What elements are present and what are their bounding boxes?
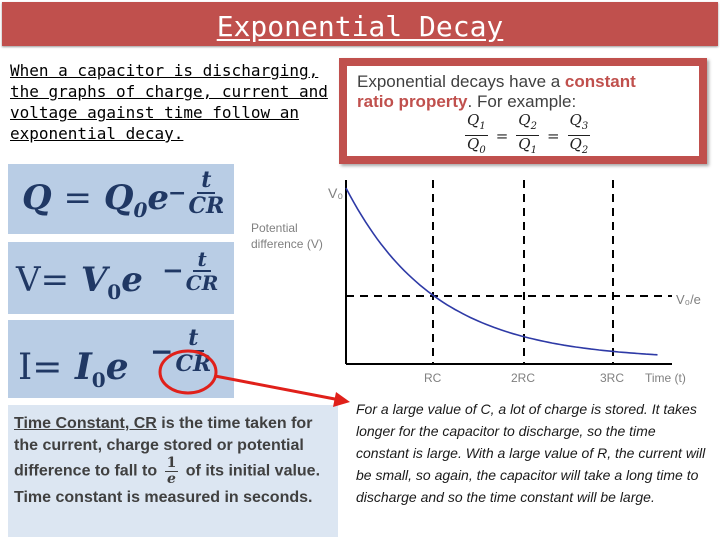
eq-base: e	[121, 260, 143, 300]
eq-coef: V	[80, 260, 108, 300]
eq-equals: =	[32, 347, 63, 388]
ratio-property-text: Exponential decays have a constant ratio…	[357, 72, 636, 112]
eq-equals: =	[40, 260, 70, 300]
time-constant-box: Time Constant, CR is the time taken for …	[8, 405, 338, 537]
exp-num: t	[182, 326, 205, 352]
frac-num: Q	[569, 111, 582, 129]
voltage-equation-box: V= V0e − t CR	[8, 242, 234, 314]
exp-den: CR	[175, 351, 212, 377]
ratio-highlight-constant: constant	[564, 72, 636, 91]
voltage-equation: V= V0e	[16, 260, 143, 304]
current-exponent: − t CR	[150, 326, 211, 376]
fraction-q2-q1: Q2 Q1	[516, 112, 539, 159]
ratio-property-box: Exponential decays have a constant ratio…	[339, 58, 707, 164]
eq-lhs: Q	[22, 178, 52, 218]
x-tick-2rc: 2RC	[511, 371, 535, 385]
ylabel-line2: difference (V)	[251, 237, 323, 251]
graph-axes	[345, 180, 672, 365]
current-equation-box: I= I0e − t CR	[8, 320, 234, 398]
decay-curve	[345, 187, 658, 356]
frac-den: Q	[518, 135, 531, 153]
frac-num: Q	[467, 111, 480, 129]
frac-num-sub: 1	[479, 121, 486, 132]
eq-equals: =	[63, 178, 92, 218]
exp-minus: −	[162, 256, 184, 286]
time-constant-text1: is the time taken for the current, charg…	[14, 415, 313, 480]
fraction-q1-q0: Q1 Q0	[465, 112, 488, 159]
x-tick-3rc: 3RC	[600, 371, 624, 385]
frac-den-sub: 2	[581, 145, 589, 156]
eq-base: e	[147, 178, 169, 218]
eq-lhs: I	[18, 347, 33, 388]
voltage-exponent: − t CR	[162, 248, 218, 294]
exp-den: CR	[188, 193, 225, 219]
frac-num-sub: 2	[530, 121, 537, 132]
exp-num: t	[193, 248, 211, 272]
charge-equation: Q = Q0e	[22, 178, 169, 222]
frac-den: e	[166, 471, 176, 487]
eq-sub: 0	[107, 279, 122, 304]
exp-minus: −	[150, 334, 174, 368]
frac-den: Q	[569, 135, 582, 153]
graph-gridlines	[346, 180, 672, 364]
eq-coef: Q	[103, 178, 134, 218]
slide-title: Exponential Decay	[216, 10, 504, 43]
charge-equation-box: Q = Q0e − t CR	[8, 164, 234, 234]
y-level-label: V₀/e	[676, 292, 701, 307]
eq-coef: I	[74, 346, 92, 388]
ratio-fractions: Q1 Q0 = Q2 Q1 = Q3 Q2	[465, 111, 591, 159]
x-tick-rc: RC	[424, 371, 442, 385]
equals-sign: =	[546, 126, 560, 145]
time-constant-term: Time Constant, CR	[14, 415, 157, 432]
xlabel: Time (t)	[645, 371, 686, 385]
frac-num: 1	[164, 455, 179, 472]
ratio-highlight-property: ratio property	[357, 92, 468, 111]
ratio-property-panel: Exponential decays have a constant ratio…	[347, 66, 699, 156]
exp-minus: −	[168, 180, 187, 206]
time-constant-text: Time Constant, CR is the time taken for …	[14, 413, 334, 509]
y-start-label: V₀	[328, 185, 343, 201]
ratio-line2-post: . For example:	[467, 92, 577, 111]
frac-num: Q	[518, 111, 531, 129]
frac-den: Q	[467, 135, 480, 153]
eq-lhs: V	[16, 260, 41, 300]
eq-sub: 0	[133, 197, 148, 222]
frac-den-sub: 0	[479, 145, 486, 156]
exp-den: CR	[185, 271, 219, 295]
exp-num: t	[197, 168, 216, 194]
current-equation: I= I0e	[18, 346, 129, 392]
time-constant-text2: of its initial value. Time constant is m…	[14, 462, 321, 506]
charge-exponent: − t CR	[168, 168, 224, 218]
eq-sub: 0	[91, 368, 106, 393]
frac-num-sub: 3	[581, 121, 589, 132]
title-bar: Exponential Decay	[2, 2, 718, 46]
frac-den-sub: 1	[530, 145, 537, 156]
explanation-paragraph: For a large value of C, a lot of charge …	[356, 401, 706, 505]
intro-text: When a capacitor is discharging, the gra…	[10, 61, 328, 143]
eq-base: e	[105, 346, 129, 388]
ratio-line1-pre: Exponential decays have a	[357, 72, 565, 91]
fraction-q3-q2: Q3 Q2	[567, 111, 591, 159]
ylabel-line1: Potential	[251, 221, 298, 235]
equals-sign: =	[495, 126, 509, 145]
